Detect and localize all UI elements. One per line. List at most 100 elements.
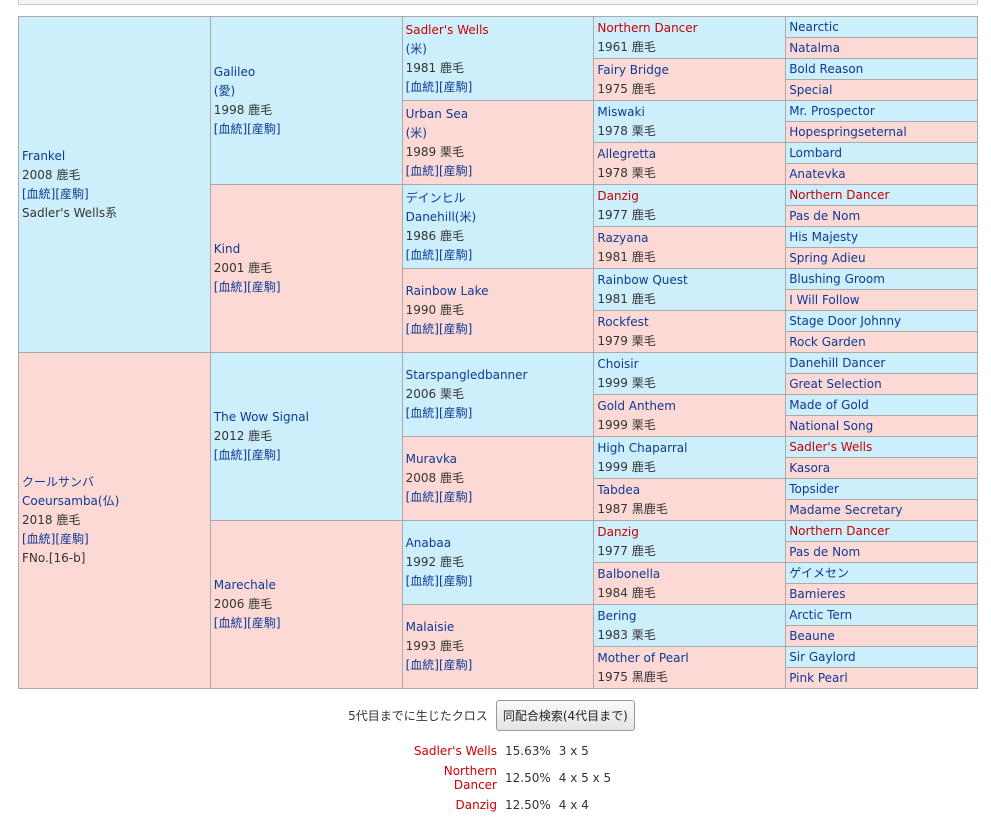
horse-name[interactable]: Rainbow Quest [597,272,688,287]
horse-name[interactable]: Pink Pearl [789,670,848,685]
horse-name[interactable]: Sadler's Wells [405,22,489,37]
cross-name[interactable]: Sadler's Wells [413,744,497,758]
horse-name[interactable]: Allegretta [597,146,657,161]
horse-name[interactable]: Bold Reason [789,61,864,76]
link[interactable]: [血統] [405,406,439,420]
horse-name[interactable]: Madame Secretary [789,502,903,517]
horse-name[interactable]: Northern Dancer [789,523,890,538]
link[interactable]: [産駒] [438,658,473,672]
horse-name[interactable]: Rockfest [597,314,649,329]
horse-name[interactable]: Urban Sea [405,106,469,121]
link[interactable]: [産駒] [247,448,281,462]
horse-name[interactable]: Choisir [597,356,639,371]
horse-name[interactable]: Blushing Groom [789,271,885,286]
link[interactable]: [血統] [405,490,439,504]
link[interactable]: [産駒] [55,186,89,201]
horse-name[interactable]: Danzig [597,524,639,539]
cross-name[interactable]: Danzig [455,798,497,812]
horse-name[interactable]: Malaisie [405,620,455,634]
horse-name[interactable]: Balbonella [597,566,661,581]
horse-name[interactable]: Galileo [213,64,256,79]
link[interactable]: [血統] [405,658,439,672]
link[interactable]: [血統] [213,280,248,294]
horse-name[interactable]: クールサンバ [22,475,95,489]
horse-name[interactable]: ゲイメセン [789,565,849,580]
horse-name[interactable]: Nearctic [789,19,839,34]
horse-name[interactable]: Beaune [789,628,835,643]
link[interactable]: [血統] [405,322,439,336]
link[interactable]: [産駒] [438,247,473,262]
horse-name[interactable]: Danzig [597,188,639,203]
horse-name[interactable]: Stage Door Johnny [789,313,902,328]
search-button[interactable]: 同配合検索(4代目まで) [495,700,635,731]
horse-name[interactable]: Rock Garden [789,334,866,349]
horse-name[interactable]: Danehill Dancer [789,355,886,370]
horse-name[interactable]: Northern Dancer [789,187,890,202]
horse-name[interactable]: Bamieres [789,586,846,601]
horse-name[interactable]: High Chaparral [597,440,688,455]
horse-name[interactable]: Hopespringseternal [789,124,907,139]
link[interactable]: [産駒] [438,490,473,504]
horse-name[interactable]: Spring Adieu [789,250,866,265]
link[interactable]: [産駒] [438,79,473,94]
link[interactable]: [産駒] [438,163,473,178]
horse-name[interactable]: Miswaki [597,104,645,119]
horse-name[interactable]: National Song [789,418,874,433]
horse-name[interactable]: Rainbow Lake [405,284,489,298]
horse-name[interactable]: Gold Anthem [597,398,676,413]
horse-name[interactable]: Great Selection [789,376,882,391]
link[interactable]: [産駒] [438,406,473,420]
link[interactable]: [産駒] [247,280,281,294]
link[interactable]: [血統] [405,247,439,262]
horse-name[interactable]: Starspangledbanner [405,368,528,382]
link[interactable]: [血統] [213,448,248,462]
horse-name[interactable]: Tabdea [597,482,641,497]
horse-name[interactable]: Special [789,82,833,97]
cross-name[interactable]: Northern Dancer [443,764,497,792]
horse-alt-name[interactable]: (愛) [213,83,236,98]
horse-name[interactable]: Natalma [789,40,840,55]
horse-alt-name[interactable]: Coeursamba(仏) [22,494,120,508]
horse-name[interactable]: Muravka [405,452,458,466]
link[interactable]: [産駒] [247,121,281,136]
horse-name[interactable]: デインヒル [405,190,466,205]
horse-name[interactable]: His Majesty [789,229,859,244]
link[interactable]: [血統] [213,121,248,136]
horse-name[interactable]: Mr. Prospector [789,103,875,118]
horse-alt-name[interactable]: (米) [405,125,427,140]
link[interactable]: [産駒] [55,532,89,546]
link[interactable]: [産駒] [438,574,473,588]
horse-name[interactable]: Marechale [213,578,276,592]
horse-name[interactable]: Mother of Pearl [597,650,689,665]
link[interactable]: [血統] [405,163,439,178]
horse-name[interactable]: Arctic Tern [789,607,853,622]
horse-name[interactable]: Made of Gold [789,397,869,412]
horse-name[interactable]: Pas de Nom [789,544,861,559]
horse-name[interactable]: Sir Gaylord [789,649,856,664]
horse-name[interactable]: Fairy Bridge [597,62,669,77]
horse-info: 2001 鹿毛 [213,261,273,275]
horse-name[interactable]: Sadler's Wells [789,439,873,454]
horse-name[interactable]: Topsider [789,481,839,496]
horse-name[interactable]: I Will Follow [789,292,860,307]
horse-name[interactable]: Kind [213,242,241,256]
horse-name[interactable]: Lombard [789,145,843,160]
horse-alt-name[interactable]: Danehill(米) [405,209,477,224]
horse-name[interactable]: Bering [597,608,637,623]
horse-name[interactable]: Kasora [789,460,831,475]
link[interactable]: [血統] [22,186,56,201]
link[interactable]: [産駒] [438,322,473,336]
horse-name[interactable]: The Wow Signal [213,410,309,424]
horse-name[interactable]: Pas de Nom [789,208,861,223]
link[interactable]: [血統] [22,532,56,546]
horse-name[interactable]: Anabaa [405,536,452,550]
link[interactable]: [血統] [213,616,248,630]
horse-name[interactable]: Razyana [597,230,649,245]
link[interactable]: [血統] [405,79,439,94]
link[interactable]: [産駒] [247,616,281,630]
horse-name[interactable]: Northern Dancer [597,20,698,35]
horse-name[interactable]: Anatevka [789,166,846,181]
link[interactable]: [血統] [405,574,439,588]
horse-name[interactable]: Frankel [22,148,66,163]
horse-alt-name[interactable]: (米) [405,41,427,56]
